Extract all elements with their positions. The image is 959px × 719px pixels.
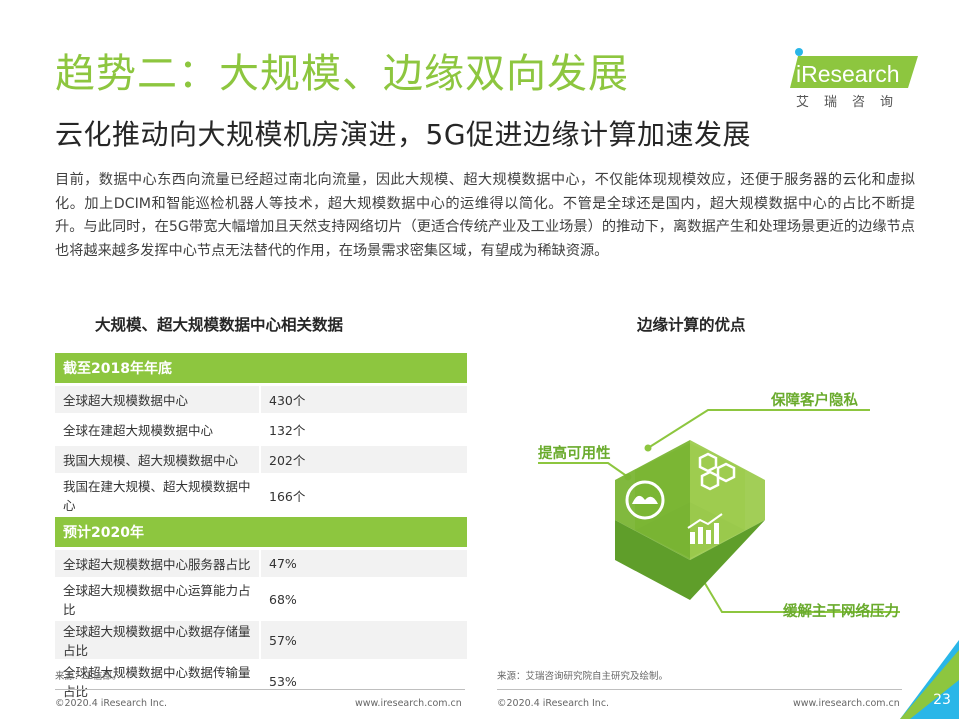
table-row: 我国在建大规模、超大规模数据中心 166个 [55, 476, 467, 514]
hexagon-cluster-icon [698, 452, 736, 491]
advantage-privacy: 保障客户隐私 [771, 393, 858, 409]
row-label: 我国在建大规模、超大规模数据中心 [55, 476, 261, 514]
datacenter-data-table: 截至2018年年底 全球超大规模数据中心 430个 全球在建超大规模数据中心 1… [55, 350, 467, 703]
connector-left [538, 462, 629, 478]
logo-cn-text: 艾瑞咨询 [796, 95, 909, 110]
page-number: 23 [933, 692, 951, 708]
table-group-header: 预计2020年 [55, 517, 467, 547]
edge-computing-diagram [538, 409, 900, 613]
footer-url: www.iresearch.com.cn [355, 698, 462, 709]
connector-top [647, 409, 870, 449]
logo-text: iResearch [796, 61, 900, 87]
row-label: 全球超大规模数据中心 [55, 386, 261, 413]
row-label: 我国大规模、超大规模数据中心 [55, 446, 261, 473]
table-group-header: 截至2018年年底 [55, 353, 467, 383]
footer-copyright: ©2020.4 iResearch Inc. [497, 698, 610, 709]
footer-divider [497, 689, 902, 690]
table-row: 全球超大规模数据中心数据传输量占比 53% [55, 662, 467, 700]
row-label: 全球超大规模数据中心服务器占比 [55, 550, 261, 577]
connector-dot [644, 444, 652, 452]
row-value: 47% [261, 550, 467, 577]
row-label: 全球超大规模数据中心数据传输量占比 [55, 662, 261, 700]
group-header-label: 截至2018年年底 [55, 353, 467, 383]
right-section-title: 边缘计算的优点 [637, 316, 746, 334]
page-subtitle: 云化推动向大规模机房演进，5G促进边缘计算加速发展 [55, 118, 752, 151]
footer-divider [55, 689, 465, 690]
row-value: 132个 [261, 416, 467, 443]
advantage-network-pressure: 缓解主干网络压力 [783, 604, 899, 620]
table-row: 我国大规模、超大规模数据中心 202个 [55, 446, 467, 473]
row-label: 全球超大规模数据中心运算能力占比 [55, 580, 261, 618]
group-header-label: 预计2020年 [55, 517, 467, 547]
row-value: 53% [261, 662, 467, 700]
table-row: 全球在建超大规模数据中心 132个 [55, 416, 467, 443]
left-source-note: 来源：工信部。 [55, 671, 122, 682]
row-value: 68% [261, 580, 467, 618]
row-value: 430个 [261, 386, 467, 413]
footer-copyright: ©2020.4 iResearch Inc. [55, 698, 168, 709]
cube-graphic [615, 440, 765, 600]
cloud-chart-icon [625, 480, 665, 520]
corner-decoration [900, 640, 959, 719]
advantage-availability: 提高可用性 [538, 446, 611, 462]
bar-chart-icon [687, 513, 723, 544]
right-source-note: 来源：艾瑞咨询研究院自主研究及绘制。 [497, 671, 669, 682]
table-row: 全球超大规模数据中心运算能力占比 68% [55, 580, 467, 618]
row-value: 166个 [261, 476, 467, 514]
row-label: 全球在建超大规模数据中心 [55, 416, 261, 443]
footer-url: www.iresearch.com.cn [793, 698, 900, 709]
connector-lines [538, 409, 900, 613]
table-row: 全球超大规模数据中心数据存储量占比 57% [55, 621, 467, 659]
connector-bottom [699, 574, 900, 613]
iresearch-logo: iResearch [790, 48, 918, 88]
intro-paragraph: 目前，数据中心东西向流量已经超过南北向流量，因此大规模、超大规模数据中心，不仅能… [55, 172, 915, 259]
left-section-title: 大规模、超大规模数据中心相关数据 [95, 316, 344, 334]
row-value: 57% [261, 621, 467, 659]
page-title: 趋势二：大规模、边缘双向发展 [55, 51, 629, 97]
row-value: 202个 [261, 446, 467, 473]
cube-bottom [615, 520, 765, 600]
row-label: 全球超大规模数据中心数据存储量占比 [55, 621, 261, 659]
table-row: 全球超大规模数据中心 430个 [55, 386, 467, 413]
table-row: 全球超大规模数据中心服务器占比 47% [55, 550, 467, 577]
